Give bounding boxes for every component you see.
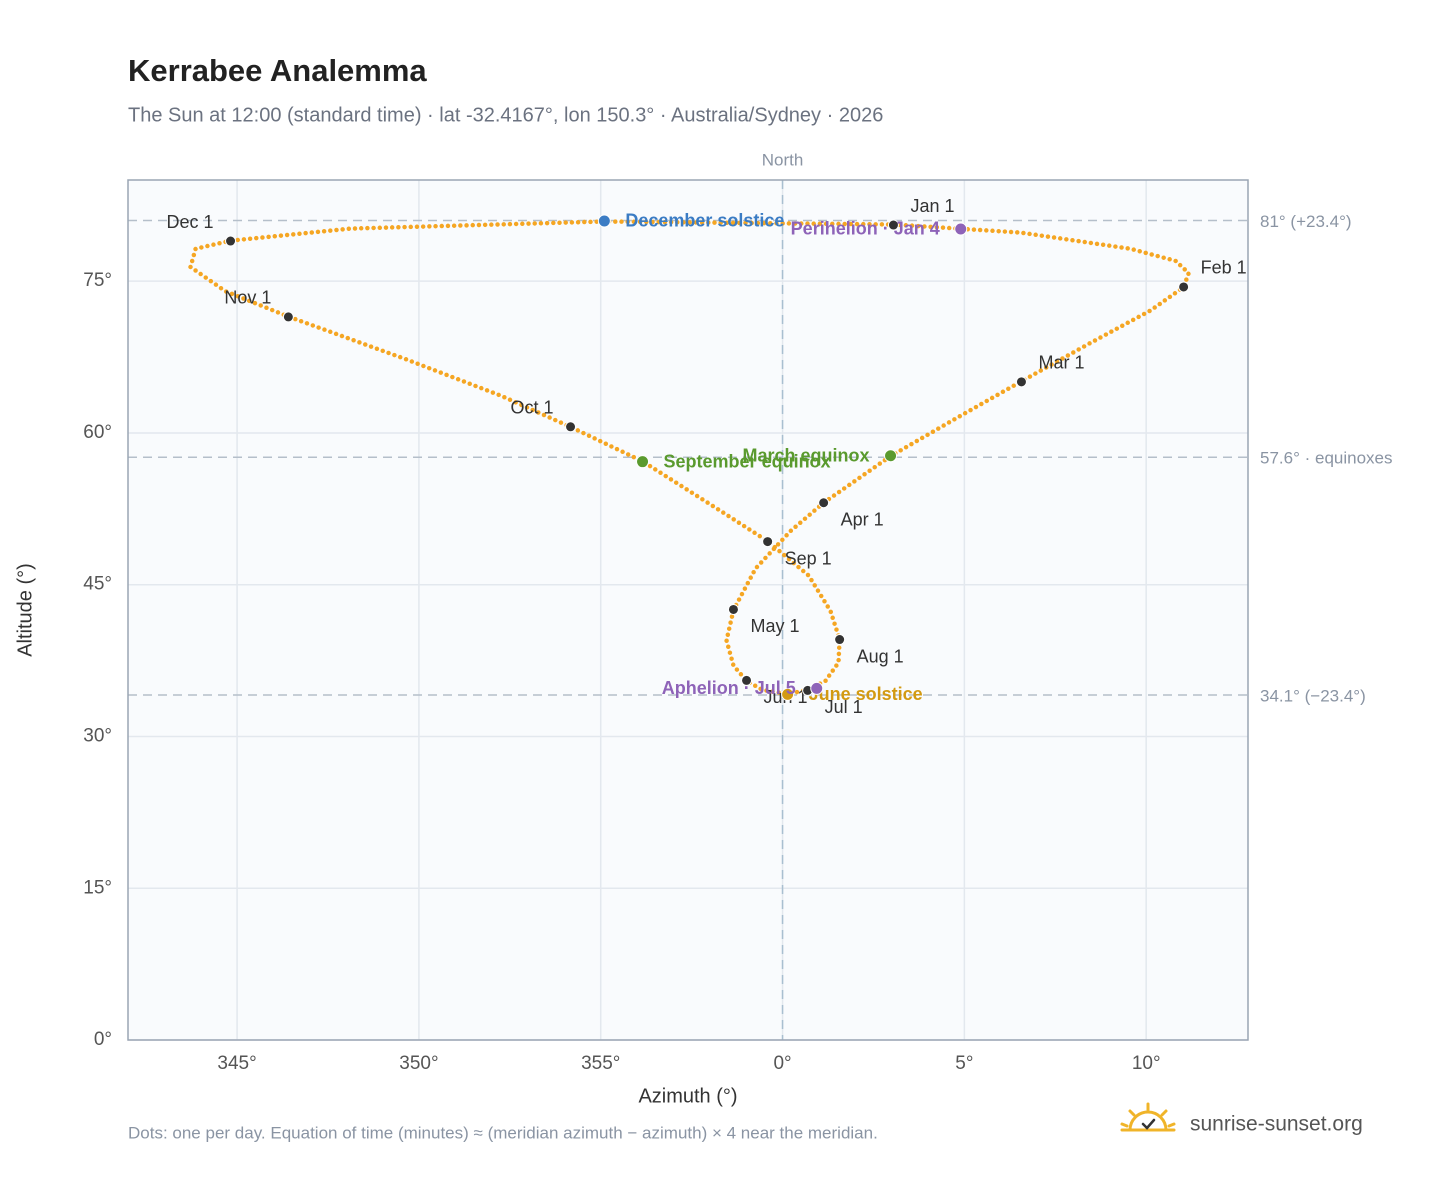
month-marker (762, 536, 774, 548)
x-tick-label: 355° (581, 1053, 620, 1074)
month-label: Jul 1 (825, 697, 863, 717)
month-label: Apr 1 (841, 510, 884, 530)
y-tick-label: 75° (83, 270, 112, 291)
brand-logo (1120, 1102, 1176, 1132)
month-marker (834, 634, 846, 646)
x-tick-label: 0° (773, 1053, 791, 1074)
month-label: Sep 1 (785, 548, 832, 568)
month-label: Jan 1 (910, 196, 954, 216)
event-label: September equinox (664, 451, 831, 471)
month-marker (741, 674, 753, 686)
event-marker (810, 681, 824, 695)
analemma-dots (187, 219, 1192, 697)
reference-label: 57.6° · equinoxes (1260, 449, 1393, 468)
month-marker (282, 311, 294, 323)
x-tick-label: 350° (399, 1053, 438, 1074)
y-tick-label: 15° (83, 877, 112, 898)
month-label: May 1 (750, 616, 799, 636)
event-marker (884, 449, 898, 463)
chart-subtitle: The Sun at 12:00 (standard time) · lat -… (128, 104, 883, 126)
event-marker (954, 222, 968, 236)
plot-area (128, 180, 1248, 1040)
y-tick-label: 0° (94, 1029, 112, 1050)
event-label: Perihelion · Jan 4 (791, 219, 940, 239)
month-label: Aug 1 (857, 646, 904, 666)
y-tick-label: 30° (83, 725, 112, 746)
month-marker (1178, 281, 1190, 293)
event-label: December solstice (625, 211, 784, 231)
x-tick-label: 5° (955, 1053, 973, 1074)
month-marker (818, 497, 830, 509)
y-tick-label: 45° (83, 574, 112, 595)
event-label: June solstice (809, 684, 923, 704)
month-label: Dec 1 (167, 212, 214, 232)
footnote: Dots: one per day. Equation of time (min… (128, 1123, 878, 1142)
month-marker (1015, 376, 1027, 388)
month-marker (887, 219, 899, 231)
x-axis-label: Azimuth (°) (638, 1085, 737, 1107)
month-label: Mar 1 (1038, 353, 1084, 373)
plot-border (127, 179, 1249, 1041)
month-label: Oct 1 (511, 398, 554, 418)
reference-label: 81° (+23.4°) (1260, 212, 1352, 231)
month-label: Nov 1 (224, 288, 271, 308)
brand: sunrise-sunset.org (1190, 1113, 1363, 1136)
y-axis-label: Altitude (°) (14, 563, 36, 657)
y-tick-label: 60° (83, 422, 112, 443)
event-marker (597, 214, 611, 228)
event-label: Aphelion · Jul 5 (662, 678, 796, 698)
month-marker (727, 603, 739, 615)
meridian-label: North (762, 150, 804, 169)
event-marker (636, 455, 650, 469)
reference-label: 34.1° (−23.4°) (1260, 686, 1366, 705)
x-tick-label: 10° (1132, 1053, 1161, 1074)
month-marker (225, 235, 237, 247)
month-label: Feb 1 (1201, 258, 1247, 278)
event-marker (781, 687, 795, 701)
x-tick-label: 345° (217, 1053, 256, 1074)
event-label: March equinox (743, 445, 870, 465)
chart-title: Kerrabee Analemma (128, 53, 427, 88)
month-marker (565, 421, 577, 433)
